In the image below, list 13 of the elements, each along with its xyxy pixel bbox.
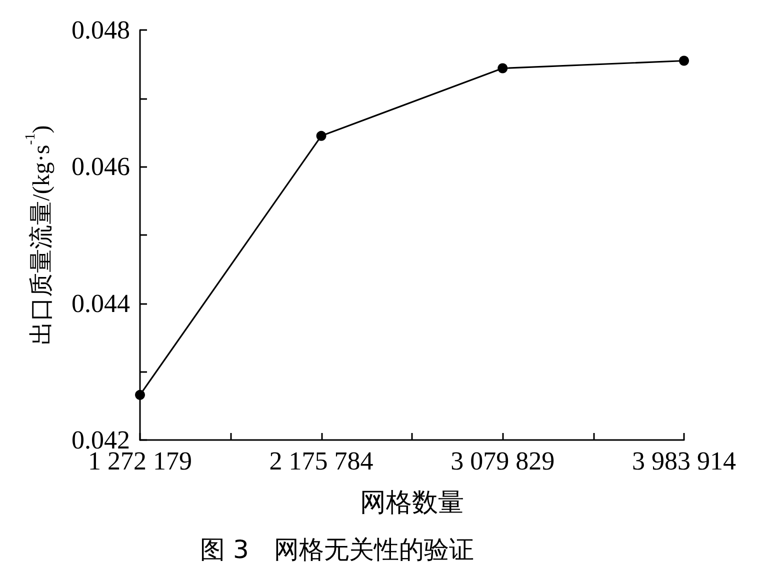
point <box>135 390 145 400</box>
y-tick-label: 0.048 <box>72 16 130 44</box>
x-tick-label: 3 983 914 <box>632 446 736 476</box>
y-axis-title: 出口质量流量/(kg·s-1) <box>24 125 55 345</box>
point <box>498 63 508 74</box>
x-axis-title: 网格数量 <box>360 488 464 518</box>
point <box>316 130 326 141</box>
y-tick-label: 0.046 <box>72 152 130 182</box>
text: 图 3 网格无关性的验证 <box>200 535 474 564</box>
x-tick-label: 3 079 829 <box>450 446 555 476</box>
x-tick-label: 2 175 784 <box>269 446 374 476</box>
point <box>679 56 689 66</box>
y-tick-label: 0.044 <box>72 288 130 318</box>
